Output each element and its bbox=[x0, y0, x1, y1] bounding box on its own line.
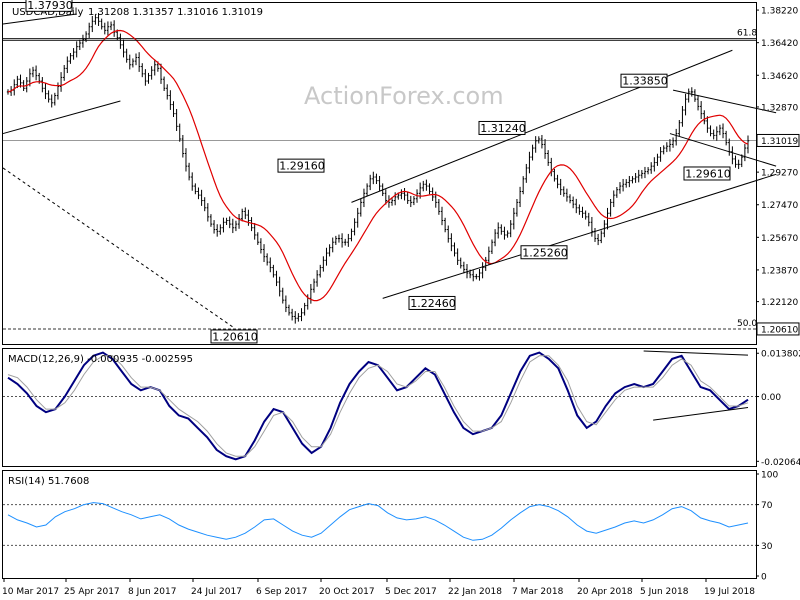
x-tick-label: 20 Oct 2017 bbox=[319, 587, 375, 597]
axis-layer: 1.38220 1.36420 1.34620 1.32870 1.31019 1.292… bbox=[2, 7, 800, 597]
rsi-line bbox=[7, 502, 749, 541]
annotation-box-6 bbox=[620, 73, 668, 88]
x-tick-label: 5 Jun 2018 bbox=[640, 587, 689, 597]
macd-layer bbox=[3, 350, 756, 461]
annotation-label-5: 1.25260 bbox=[522, 246, 568, 259]
macd-series-macd bbox=[7, 351, 749, 461]
rsi-ytick-label: 70 bbox=[761, 501, 773, 511]
price-ytick-label: 1.34620 bbox=[761, 72, 798, 82]
channel-upper-line bbox=[351, 49, 733, 203]
annotation-label-2: 1.29160 bbox=[279, 160, 325, 173]
macd-title: MACD(12,26,9) -0.000935 -0.002595 bbox=[8, 354, 193, 365]
x-tick-label: 10 Mar 2017 bbox=[2, 587, 59, 597]
rsi-ytick-label: 100 bbox=[761, 471, 778, 481]
rsi-title: RSI(14) 51.7608 bbox=[8, 476, 89, 487]
x-tick-label: 7 Mar 2018 bbox=[512, 587, 564, 597]
price-ytick-label: 1.36420 bbox=[761, 39, 798, 49]
price-layer: 61.8 50.0 1.37930 1.20610 1.29160 1.22460 1.31… bbox=[2, 0, 777, 344]
annotation-label-1: 1.20610 bbox=[212, 330, 258, 343]
macd-ytick-label: 0.00 bbox=[761, 393, 781, 403]
annotation-label-0: 1.37930 bbox=[27, 0, 73, 12]
price-ytick-label: 1.23870 bbox=[761, 266, 798, 276]
rsi-ytick-label: 0 bbox=[761, 573, 767, 583]
rsi-layer bbox=[3, 502, 756, 546]
x-tick-label: 6 Sep 2017 bbox=[256, 587, 307, 597]
annotation-box-5 bbox=[520, 245, 568, 260]
trendline-upper-support bbox=[2, 100, 121, 135]
price-ytick-label: 1.31019 bbox=[761, 137, 798, 147]
price-panel-frame bbox=[2, 2, 757, 345]
x-tick-label: 19 Jul 2018 bbox=[704, 587, 755, 597]
wedge-upper-line bbox=[672, 89, 777, 114]
x-tick-label: 24 Jul 2017 bbox=[191, 587, 242, 597]
price-ytick-label: 1.20610 bbox=[761, 325, 798, 335]
macd-trendline-top bbox=[643, 350, 749, 356]
price-ytick-label: 1.38220 bbox=[761, 7, 798, 17]
fib-label-1: 50.0 bbox=[737, 319, 757, 329]
price-ytick-label: 1.22120 bbox=[761, 298, 798, 308]
macd-trendline-bottom bbox=[653, 407, 749, 421]
x-tick-label: 5 Dec 2017 bbox=[385, 587, 437, 597]
price-ytick-label: 1.27470 bbox=[761, 201, 798, 211]
symbol-label: USDCAD,Daily bbox=[12, 7, 83, 18]
annotation-label-4: 1.31240 bbox=[480, 122, 526, 135]
price-ytick-label: 1.32870 bbox=[761, 103, 798, 113]
x-tick-label: 20 Apr 2018 bbox=[577, 587, 633, 597]
trendline-top-left bbox=[2, 13, 77, 25]
x-tick-label: 25 Apr 2017 bbox=[64, 587, 120, 597]
trendline-dashed-down bbox=[2, 167, 234, 328]
annotation-box-4 bbox=[478, 120, 526, 135]
annotation-label-7: 1.29610 bbox=[685, 167, 731, 180]
ohlc-label: 1.31208 1.31357 1.31016 1.31019 bbox=[88, 7, 263, 18]
annotation-box-0 bbox=[25, 0, 73, 12]
fib-label-0: 61.8 bbox=[737, 29, 757, 39]
rsi-panel-frame bbox=[2, 470, 757, 579]
x-tick-label: 8 Jun 2017 bbox=[128, 587, 176, 597]
moving-average-line bbox=[7, 29, 749, 302]
annotation-label-3: 1.22460 bbox=[410, 297, 456, 310]
watermark: ActionForex.com bbox=[304, 82, 504, 110]
channel-lower-line bbox=[382, 173, 777, 299]
annotation-box-7 bbox=[683, 166, 731, 181]
price-ytick-label: 1.29270 bbox=[761, 169, 798, 179]
macd-panel-frame bbox=[2, 348, 757, 467]
annotation-label-6: 1.33850 bbox=[622, 75, 668, 88]
macd-ytick-label: 0.013802 bbox=[761, 350, 800, 360]
rsi-ytick-label: 30 bbox=[761, 542, 773, 552]
macd-ytick-label: -0.020648 bbox=[761, 458, 800, 468]
price-ytick-box bbox=[756, 133, 800, 147]
wedge-lower-line bbox=[669, 133, 777, 167]
price-ytick-label: 1.25670 bbox=[761, 234, 798, 244]
x-tick-label: 22 Jan 2018 bbox=[448, 587, 502, 597]
macd-series-signal bbox=[7, 355, 749, 457]
price-ytick-box bbox=[756, 322, 800, 336]
annotation-box-1 bbox=[210, 329, 258, 344]
annotation-box-2 bbox=[277, 158, 325, 173]
annotation-box-3 bbox=[408, 295, 456, 310]
